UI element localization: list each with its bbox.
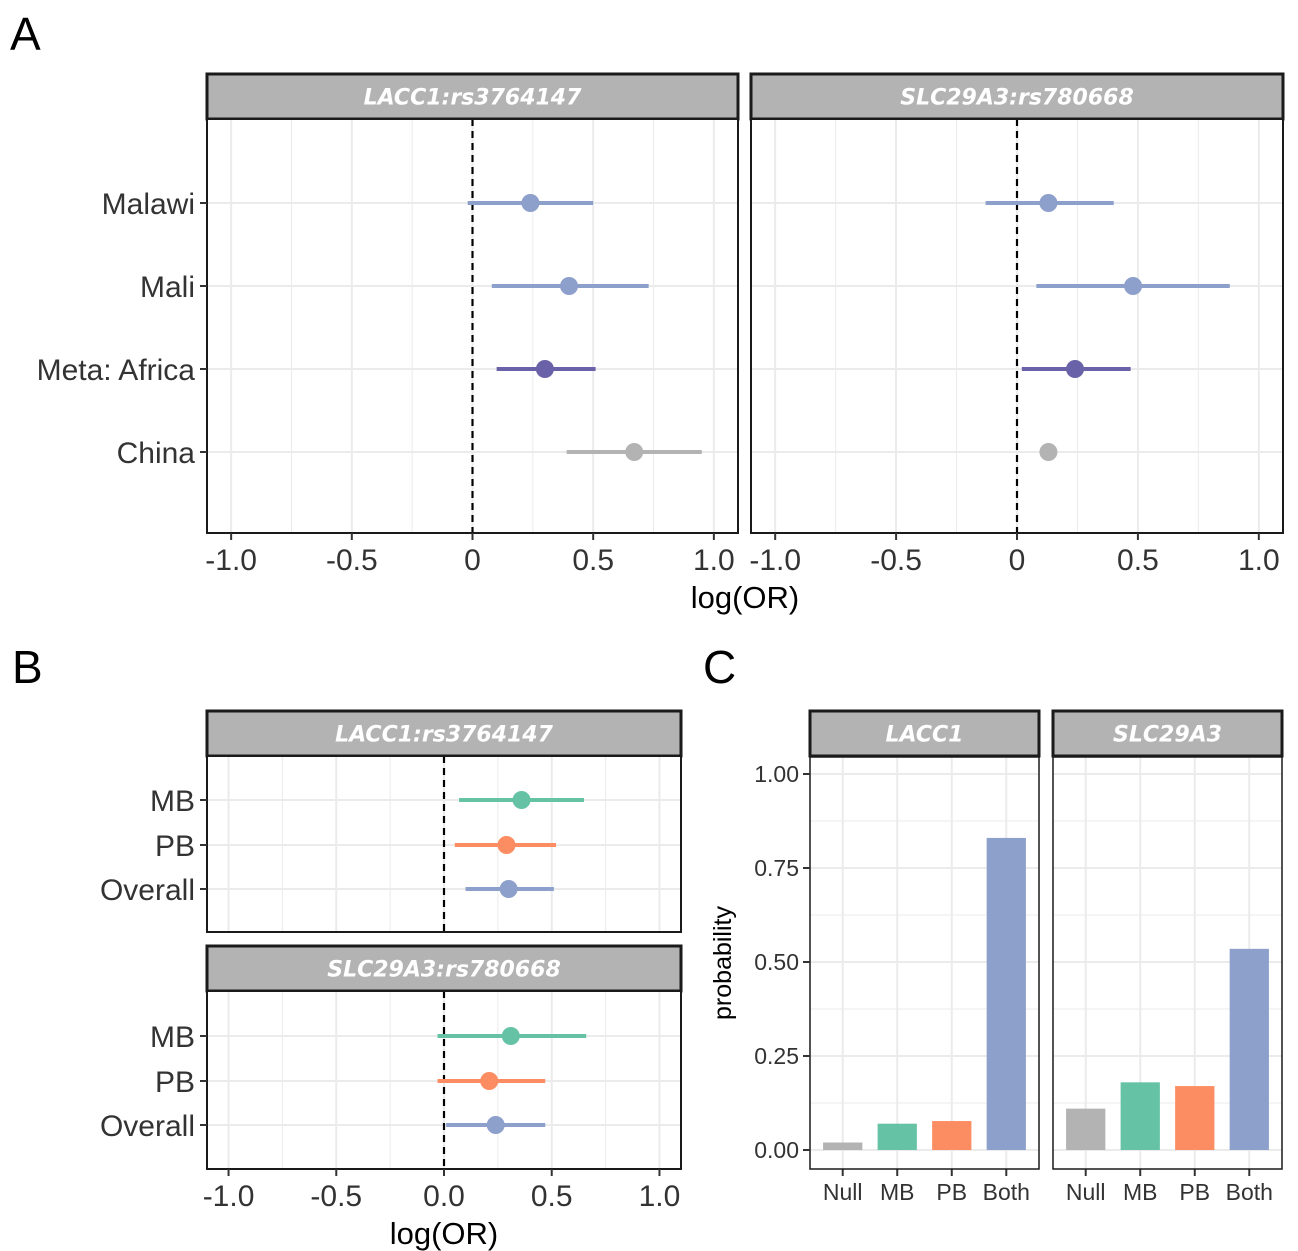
- x-tick-label: Null: [1066, 1179, 1106, 1205]
- x-tick-label: 1.0: [693, 544, 735, 577]
- point-estimate-a-2-4: [1039, 443, 1058, 461]
- facet-title-c-1: LACC1: [886, 723, 964, 748]
- x-tick-label: 0.5: [1117, 544, 1159, 577]
- facet-title-b-2: SLC29A3:rs780668: [327, 958, 561, 983]
- y-tick-label: 0.50: [754, 949, 799, 975]
- y-axis-title-c: probability: [709, 906, 737, 1020]
- bar-c-1-pb: [932, 1121, 972, 1150]
- x-tick-label: Null: [823, 1179, 863, 1205]
- panel-letter-b: B: [12, 641, 43, 693]
- y-tick-label: 0.00: [754, 1137, 799, 1163]
- panel-c-bar-chart: LACC1 Null MB PB Both 0.00 0.25 0.50 0.75 1.00 SLC…: [709, 709, 1284, 1205]
- x-axis-title-b: log(OR): [390, 1216, 499, 1251]
- panel-b-forest-plot: LACC1:rs3764147 MB PB Overall SLC29A3:rs7806…: [100, 709, 683, 1251]
- bar-c-2-both: [1229, 948, 1269, 1150]
- point-estimate-a-1-1: [521, 194, 540, 212]
- x-tick-label: 0.5: [531, 1180, 573, 1213]
- x-tick-label: 0.0: [423, 1180, 465, 1213]
- point-estimate-a-1-3: [535, 360, 554, 378]
- facet-strip-a-1: [205, 72, 740, 121]
- facet-strip-c-1: [808, 709, 1041, 758]
- panel-border-c-2: [1052, 756, 1283, 1170]
- x-tick-label: -1.0: [205, 544, 257, 577]
- point-estimate-b-1-1: [512, 791, 531, 809]
- x-tick-label: PB: [1179, 1179, 1210, 1205]
- panel-a-forest-plot: LACC1:rs3764147 Malawi Mali Meta: Africa Chi…: [37, 72, 1285, 615]
- y-tick-label: Malawi: [102, 188, 195, 221]
- point-estimate-a-1-2: [560, 277, 579, 295]
- y-tick-label: Overall: [100, 1110, 195, 1143]
- x-tick-label: -0.5: [310, 1180, 362, 1213]
- bar-c-2-null: [1066, 1108, 1106, 1150]
- x-tick-label: MB: [1123, 1179, 1158, 1205]
- x-tick-label: 0.5: [572, 544, 614, 577]
- y-tick-label: Mali: [140, 271, 195, 304]
- x-tick-label: PB: [936, 1179, 967, 1205]
- y-tick-label: MB: [150, 1021, 195, 1054]
- facet-title-b-1: LACC1:rs3764147: [335, 723, 554, 748]
- point-estimate-a-1-4: [625, 443, 644, 461]
- x-tick-label: -1.0: [749, 544, 801, 577]
- bar-c-2-mb: [1120, 1082, 1160, 1150]
- y-tick-label: 0.75: [754, 855, 799, 881]
- point-estimate-b-2-3: [486, 1116, 505, 1134]
- point-estimate-b-1-3: [499, 880, 518, 898]
- x-axis-title-a: log(OR): [691, 580, 800, 615]
- y-tick-label: Meta: Africa: [37, 354, 196, 387]
- bar-c-1-null: [823, 1142, 863, 1150]
- point-estimate-a-2-3: [1066, 360, 1085, 378]
- x-tick-label: MB: [880, 1179, 915, 1205]
- facet-title-c-2: SLC29A3: [1113, 723, 1222, 748]
- y-tick-label: 1.00: [754, 761, 799, 787]
- x-tick-label: 0: [464, 544, 481, 577]
- bar-c-1-mb: [877, 1123, 917, 1150]
- panel-letter-a: A: [10, 8, 41, 60]
- y-tick-label: PB: [155, 1066, 195, 1099]
- bar-c-1-both: [986, 837, 1026, 1150]
- y-tick-label: MB: [150, 785, 195, 818]
- panel-letter-c: C: [703, 641, 736, 693]
- x-tick-label: Both: [1226, 1179, 1273, 1205]
- point-estimate-b-2-2: [480, 1072, 499, 1090]
- point-estimate-b-1-2: [497, 836, 516, 854]
- y-tick-label: PB: [155, 830, 195, 863]
- y-tick-label: 0.25: [754, 1043, 799, 1069]
- x-tick-label: -0.5: [326, 544, 378, 577]
- point-estimate-b-2-1: [501, 1027, 520, 1045]
- bar-c-2-pb: [1175, 1086, 1215, 1150]
- facet-strip-a-2: [749, 72, 1285, 121]
- facet-strip-c-2: [1051, 709, 1284, 758]
- x-tick-label: 1.0: [639, 1180, 681, 1213]
- x-tick-label: Both: [983, 1179, 1030, 1205]
- facet-title-a-1: LACC1:rs3764147: [364, 86, 583, 111]
- x-tick-label: 1.0: [1238, 544, 1280, 577]
- point-estimate-a-2-2: [1124, 277, 1143, 295]
- y-tick-label: Overall: [100, 874, 195, 907]
- y-tick-label: China: [117, 437, 196, 470]
- point-estimate-a-2-1: [1039, 194, 1058, 212]
- x-tick-label: -0.5: [870, 544, 922, 577]
- x-tick-label: 0: [1009, 544, 1026, 577]
- x-tick-label: -1.0: [203, 1180, 255, 1213]
- facet-title-a-2: SLC29A3:rs780668: [900, 86, 1134, 111]
